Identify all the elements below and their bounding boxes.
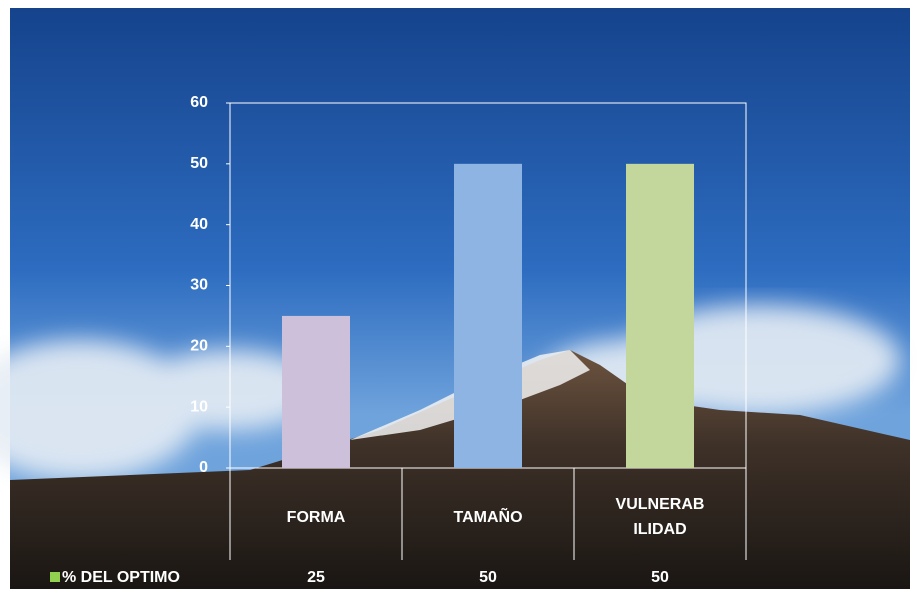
- x-category-cell: VULNERABILIDAD: [615, 496, 705, 538]
- bar: [626, 163, 694, 469]
- data-table-value: 50: [651, 569, 669, 586]
- x-tick-label: FORMA: [286, 508, 346, 526]
- x-category-cell: FORMA: [286, 508, 346, 526]
- y-tick-label: 30: [190, 277, 208, 294]
- y-tick-label: 50: [190, 155, 208, 172]
- x-tick-label: TAMAÑO: [453, 508, 523, 526]
- data-table-value: 25: [307, 569, 325, 586]
- x-tick-label: VULNERABILIDAD: [615, 496, 705, 538]
- legend-label: % DEL OPTIMO: [62, 569, 180, 586]
- y-tick-label: 40: [190, 216, 208, 233]
- bar: [454, 163, 522, 469]
- y-tick-label: 20: [190, 338, 208, 355]
- legend-swatch: [50, 572, 60, 582]
- data-table-value: 50: [479, 569, 497, 586]
- y-tick-label: 10: [190, 398, 208, 415]
- bar: [282, 315, 350, 468]
- y-tick-label: 60: [190, 94, 208, 111]
- y-tick-label: 0: [199, 459, 208, 476]
- x-category-cell: TAMAÑO: [453, 508, 523, 526]
